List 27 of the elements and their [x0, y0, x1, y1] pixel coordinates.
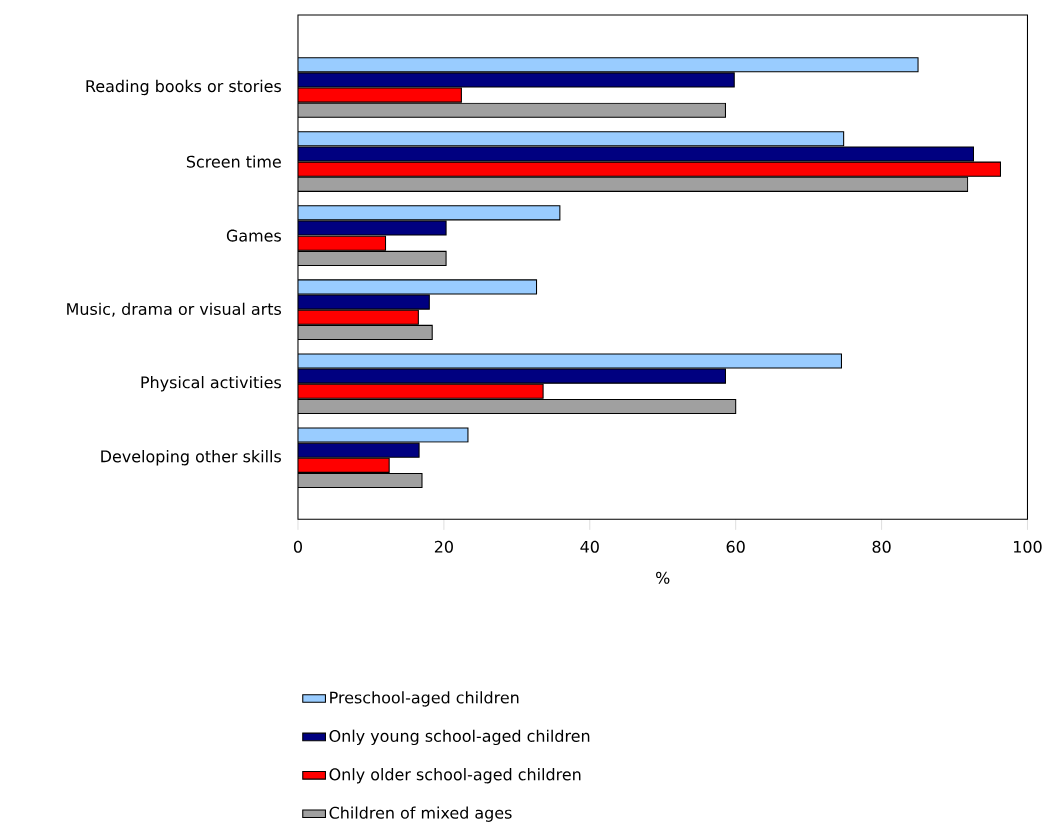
bar	[297, 368, 726, 384]
y-tick-label: Music, drama or visual arts	[67, 302, 282, 317]
x-tick-label: 20	[434, 540, 453, 553]
bar	[297, 309, 419, 325]
legend-label: Preschool-aged children	[330, 691, 519, 707]
bar	[297, 131, 845, 147]
y-tick-label: Reading books or stories	[86, 79, 281, 96]
x-tick-label: 80	[872, 540, 891, 553]
bar	[297, 205, 561, 221]
bar	[297, 457, 390, 473]
x-axis-title: %	[656, 571, 670, 584]
bar	[297, 57, 919, 73]
legend-label: Only older school-aged children	[329, 767, 581, 784]
x-tick-label: 100	[1014, 540, 1042, 553]
y-tick-label: Screen time	[186, 155, 281, 168]
legend-label: Only young school-aged children	[329, 729, 590, 745]
bar	[297, 442, 420, 458]
bar	[297, 383, 544, 399]
legend-label: Children of mixed ages	[329, 806, 512, 822]
x-tick-label: 0	[293, 540, 302, 553]
bar	[297, 235, 387, 251]
y-tick-label: Developing other skills	[101, 449, 281, 466]
x-tick-label: 40	[580, 540, 599, 553]
y-tick-label: Games	[226, 229, 281, 242]
bar	[297, 161, 1002, 177]
x-tick-label: 60	[726, 540, 745, 553]
y-tick-label: Physical activities	[141, 375, 281, 392]
